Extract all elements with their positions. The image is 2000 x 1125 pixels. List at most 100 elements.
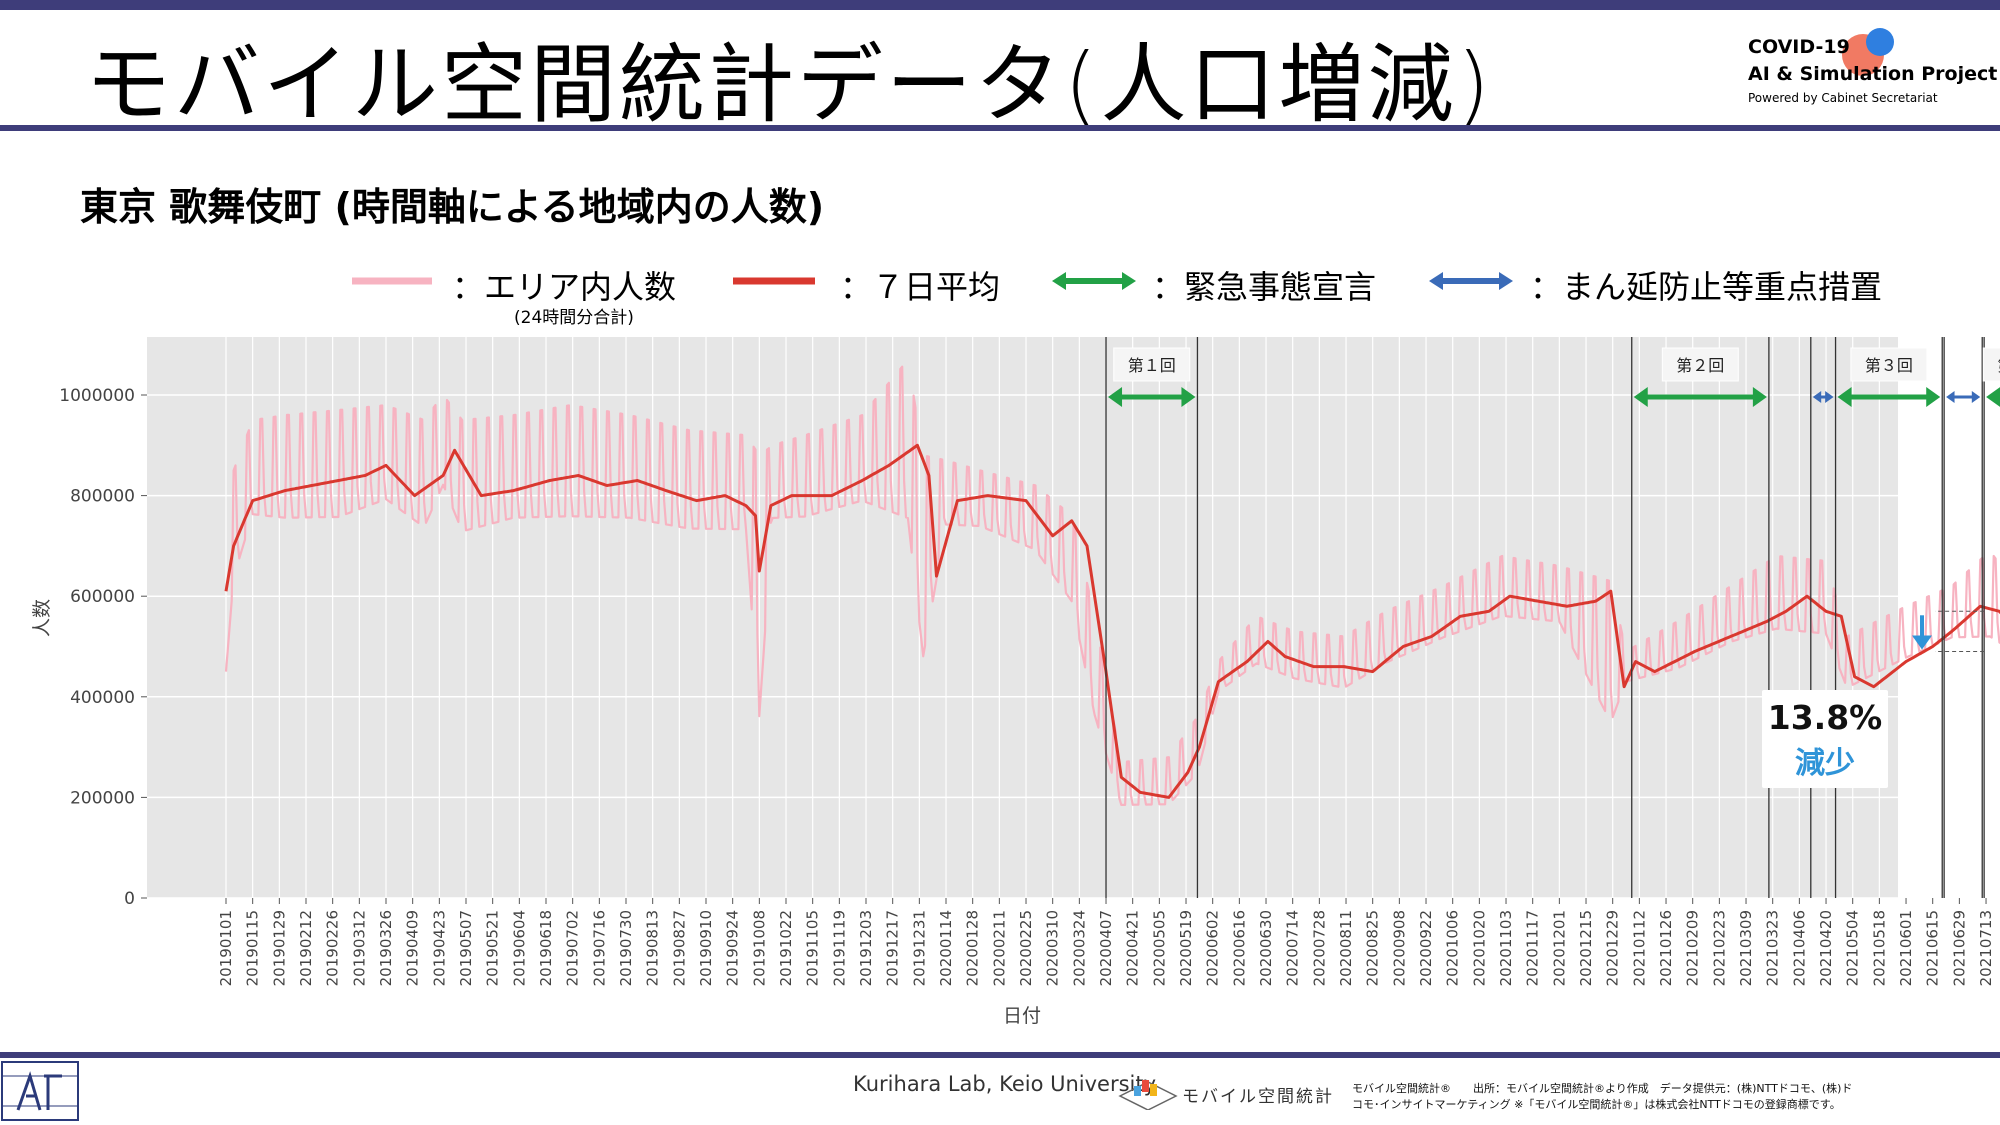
y-tick-label: 1000000 [59,386,135,406]
logo-line-1: COVID-19 [1748,36,1850,58]
chart-subtitle: 東京 歌舞伎町 (時間軸による地域内の人数) [80,185,825,229]
period-label-box [1661,347,1739,382]
y-tick-label: 0 [124,889,135,909]
x-tick-label: 20191231 [910,910,928,986]
period-label-box [1850,347,1928,382]
period-arrow-head-right [1971,391,1981,403]
x-tick-label: 20190730 [617,910,635,986]
y-tick-label: 800000 [70,487,135,507]
x-tick-label: 20201201 [1550,910,1568,986]
university-logo-icon [1,1061,79,1121]
period-label: 第４回 [1997,356,2000,375]
x-tick-label: 20210223 [1710,910,1728,986]
x-tick-label: 20210629 [1950,910,1968,986]
period-arrow-head-left [1837,387,1852,407]
x-tick-label: 20210406 [1790,910,1808,986]
period-arrow-head-right [1926,387,1941,407]
footer-lab-name: Kurihara Lab, Keio University [853,1072,1157,1096]
project-logo: COVID-19 AI & Simulation Project Powered… [1748,28,1997,118]
x-tick-label: 20201103 [1497,910,1515,986]
x-tick-label: 20210504 [1844,910,1862,986]
x-tick-label: 20210323 [1764,910,1782,986]
footer-brand: モバイル空間統計 [1182,1087,1334,1107]
decrease-arrow-head [1912,635,1932,650]
x-tick-label: 20210601 [1897,910,1915,986]
x-tick-label: 20200114 [937,910,955,986]
period-arrow-head-left [1108,387,1123,407]
x-tick-label: 20190924 [724,910,742,986]
x-tick-label: 20191022 [777,910,795,986]
mobile-stats-logo-icon [1118,1080,1178,1110]
x-tick-label: 20190910 [697,910,715,986]
x-tick-label: 20190507 [457,910,475,986]
period-label: 第２回 [1676,356,1724,375]
x-tick-label: 20190521 [484,910,502,986]
x-tick-label: 20200421 [1124,910,1142,986]
x-axis-label: 日付 [1003,1005,1041,1027]
x-tick-label: 20200211 [990,910,1008,986]
x-tick-label: 20190212 [297,910,315,986]
decrease-annotation: 13.8% 減少 [1762,690,1888,788]
period-arrow-head-right [1181,387,1196,407]
period-label-box [1113,347,1191,382]
logo-line-2: AI & Simulation Project [1748,63,1998,85]
x-tick-label: 20200602 [1204,910,1222,986]
x-tick-label: 20200519 [1177,910,1195,986]
x-tick-label: 20191217 [884,910,902,986]
x-tick-label: 20200630 [1257,910,1275,986]
x-tick-label: 20201020 [1470,910,1488,986]
x-tick-label: 20210309 [1737,910,1755,986]
x-tick-label: 20191105 [804,910,822,986]
x-tick-label: 20190101 [217,910,235,986]
x-tick-label: 20200908 [1390,910,1408,986]
x-tick-label: 20210420 [1817,910,1835,986]
x-tick-label: 20200310 [1044,910,1062,986]
population-chart: 0 200000 400000 600000 800000 1000000 20190101… [31,337,2000,1027]
period-arrow-head-right [1825,391,1834,403]
x-tick-label: 20200128 [964,910,982,986]
series-raw-line [224,365,2000,807]
x-tick-label: 20200407 [1097,910,1115,986]
x-tick-label: 20210615 [1924,910,1942,986]
decrease-label: 減少 [1795,746,1855,781]
x-tick-label: 20201006 [1444,910,1462,986]
y-axis-label: 人数 [31,599,53,637]
period-label-box [1982,347,2000,382]
y-tick-label: 400000 [70,688,135,708]
logo-blue-dot [1866,28,1894,56]
footer-source-note-1: モバイル空間統計® 出所：モバイル空間統計®より作成 データ提供元：(株)NTT… [1352,1082,1853,1095]
x-tick-label: 20190716 [590,910,608,986]
x-tick-label: 20201117 [1524,910,1542,986]
x-tick-label: 20190813 [644,910,662,986]
footer-bar [0,1052,2000,1058]
x-tick-label: 20200922 [1417,910,1435,986]
x-tick-label: 20201215 [1577,910,1595,986]
period-arrow-head-right [1752,387,1767,407]
x-tick-label: 20201229 [1604,910,1622,986]
x-tick-label: 20200616 [1230,910,1248,986]
header-bottom-bar [0,125,2000,131]
x-tick-label: 20210126 [1657,910,1675,986]
x-tick-label: 20200324 [1070,910,1088,986]
x-tick-label: 20200225 [1017,910,1035,986]
footer-source-note-2: コモ･インサイトマーケティング ※「モバイル空間統計®」は株式会社NTTドコモの… [1352,1098,1841,1111]
period-label: 第１回 [1128,356,1176,375]
x-tick-label: 20190115 [244,910,262,986]
x-tick-label: 20210518 [1870,910,1888,986]
x-tick-label: 20190423 [430,910,448,986]
x-tick-label: 20190312 [350,910,368,986]
x-tick-label: 20190604 [510,910,528,986]
x-tick-label: 20191119 [830,910,848,986]
x-tick-label: 20190409 [404,910,422,986]
y-tick-label: 200000 [70,788,135,808]
x-tick-label: 20200825 [1364,910,1382,986]
logo-line-3: Powered by Cabinet Secretariat [1748,91,1938,105]
period-arrow-head-left [1812,391,1822,403]
x-tick-label: 20200811 [1337,910,1355,986]
x-tick-label: 20190702 [564,910,582,986]
x-tick-label: 20190618 [537,910,555,986]
x-tick-label: 20200714 [1284,910,1302,986]
x-tick-label: 20190827 [670,910,688,986]
page-title: モバイル空間統計データ(人口増減) [85,35,1494,135]
period-arrow-head-left [1946,391,1955,403]
